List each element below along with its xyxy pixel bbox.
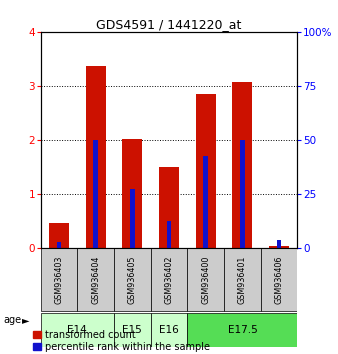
Bar [224, 249, 261, 312]
Text: GSM936400: GSM936400 [201, 256, 210, 304]
Bar [187, 313, 297, 347]
Bar [122, 139, 142, 249]
Bar [130, 189, 135, 249]
Bar [151, 313, 187, 347]
Bar [86, 66, 106, 249]
Bar [203, 156, 208, 249]
Bar [159, 167, 179, 249]
Bar [261, 249, 297, 312]
Bar [196, 94, 216, 249]
Bar [57, 242, 61, 249]
Bar [151, 249, 187, 312]
Bar [77, 249, 114, 312]
Text: E16: E16 [159, 325, 179, 335]
Bar [187, 249, 224, 312]
Bar [269, 246, 289, 249]
Text: GSM936403: GSM936403 [54, 256, 64, 304]
Text: GSM936406: GSM936406 [274, 256, 284, 304]
Text: GSM936401: GSM936401 [238, 256, 247, 304]
Bar [114, 313, 151, 347]
Bar [240, 140, 245, 249]
Text: GSM936402: GSM936402 [165, 256, 173, 304]
Bar [41, 249, 77, 312]
Legend: transformed count, percentile rank within the sample: transformed count, percentile rank withi… [32, 329, 211, 353]
Bar [93, 140, 98, 249]
Bar [232, 82, 252, 249]
Text: ►: ► [22, 315, 29, 325]
Bar [49, 223, 69, 249]
Text: GSM936405: GSM936405 [128, 256, 137, 304]
Bar [277, 240, 281, 249]
Text: GSM936404: GSM936404 [91, 256, 100, 304]
Bar [114, 249, 151, 312]
Title: GDS4591 / 1441220_at: GDS4591 / 1441220_at [96, 18, 242, 31]
Text: E17.5: E17.5 [227, 325, 257, 335]
Text: E15: E15 [122, 325, 142, 335]
Bar [167, 221, 171, 249]
Text: age: age [3, 315, 22, 325]
Text: E14: E14 [67, 325, 87, 335]
Bar [41, 313, 114, 347]
